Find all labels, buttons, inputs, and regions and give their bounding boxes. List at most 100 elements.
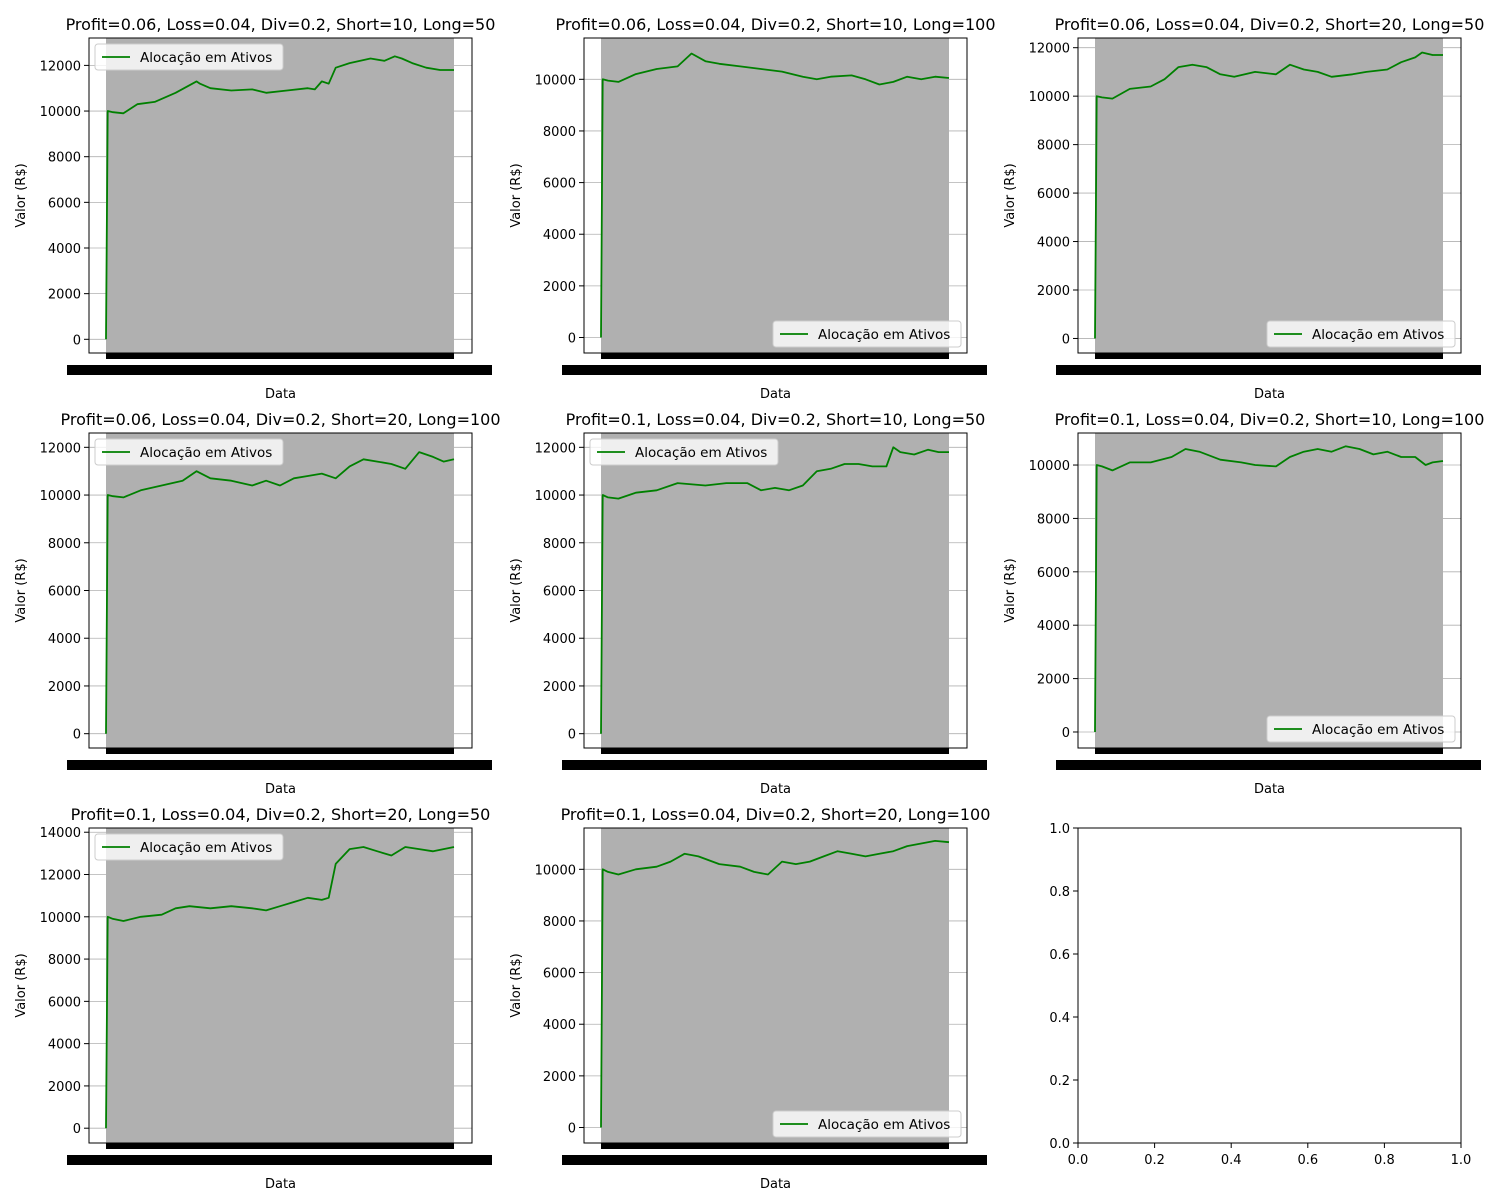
subplot-4: 0 2000 4000 6000 8000 10000 12000 Profit=0.06, … — [14, 410, 501, 797]
y-tick-label: 2000 — [543, 680, 576, 695]
x-tick-label: 0.4 — [1221, 1153, 1242, 1168]
y-tick-label: 12000 — [40, 869, 81, 884]
y-tick-label: 4000 — [48, 1038, 81, 1053]
y-tick-label: 10000 — [40, 105, 81, 120]
x-tick-label: 0.2 — [1144, 1153, 1165, 1168]
plot-background — [1095, 38, 1443, 353]
legend: Alocação em Ativos — [589, 438, 779, 466]
subplot-1: 0 2000 4000 6000 8000 10000 12000 Profit=0.06, … — [14, 15, 495, 402]
axes-frame — [583, 37, 968, 354]
legend: Alocação em Ativos — [772, 1110, 962, 1138]
y-tick-label: 0 — [73, 333, 81, 348]
y-tick-label: 2000 — [1037, 673, 1070, 688]
y-tick-label: 4000 — [543, 1018, 576, 1033]
x-tick-label: 0.0 — [1068, 1153, 1089, 1168]
axes-frame — [1077, 432, 1462, 749]
y-tick-label: 6000 — [1037, 566, 1070, 581]
legend-label: Alocação em Ativos — [818, 327, 950, 343]
x-tick-band — [1095, 748, 1443, 754]
legend: Alocação em Ativos — [94, 438, 284, 466]
y-tick-label: 6000 — [1037, 187, 1070, 202]
plot-background — [601, 828, 949, 1143]
legend-label: Alocação em Ativos — [1312, 722, 1444, 738]
plot-background — [106, 828, 454, 1143]
y-tick-label: 0 — [73, 728, 81, 743]
series-line-1 — [600, 446, 949, 734]
y-tick-label: 12000 — [535, 441, 576, 456]
y-tick-label: 0 — [568, 728, 576, 743]
legend-box — [1266, 715, 1456, 743]
y-tick-label: 0 — [1062, 726, 1070, 741]
subplot-8: 0 2000 4000 6000 8000 10000 Profit=0.1, Loss=0… — [509, 805, 990, 1192]
legend-label: Alocação em Ativos — [140, 840, 272, 856]
y-tick-label: 0 — [1062, 332, 1070, 347]
y-tick-label: 8000 — [1037, 512, 1070, 527]
x-tick-band — [1095, 353, 1443, 359]
y-tick-label: 0.8 — [1049, 885, 1070, 900]
y-axis-label: Valor (R$) — [14, 953, 29, 1017]
y-tick-label: 4000 — [543, 632, 576, 647]
y-axis-label: Valor (R$) — [509, 163, 524, 227]
legend-box — [94, 833, 284, 861]
series-line-1 — [1094, 51, 1443, 339]
series-line-1 — [1094, 445, 1444, 733]
chart-title: Profit=0.1, Loss=0.04, Div=0.2, Short=20… — [71, 805, 491, 824]
x-axis-label: Data — [760, 387, 791, 402]
y-tick-label: 12000 — [40, 441, 81, 456]
series-line-1 — [105, 451, 455, 734]
series-line-1 — [600, 52, 950, 338]
x-tick-labels-band — [67, 760, 492, 770]
x-tick-band — [106, 1143, 454, 1149]
legend: Alocação em Ativos — [94, 833, 284, 861]
subplot-9: 0.0 0.2 0.4 0.6 0.8 1.0 0.0 0.2 0.4 0.6 0.8 1.0 — [1049, 822, 1471, 1168]
subplot-7: 0 2000 4000 6000 8000 10000 12000 14000 Profit=0… — [14, 805, 492, 1192]
axes-frame — [583, 432, 968, 749]
y-tick-label: 10000 — [1029, 90, 1070, 105]
chart-title: Profit=0.06, Loss=0.04, Div=0.2, Short=1… — [555, 15, 995, 34]
plot-background — [601, 38, 949, 353]
legend-box — [94, 43, 284, 71]
x-axis-label: Data — [1254, 387, 1285, 402]
y-tick-label: 8000 — [48, 537, 81, 552]
y-axis-label: Valor (R$) — [14, 163, 29, 227]
y-tick-label: 0 — [568, 1122, 576, 1137]
x-tick-labels-band — [562, 1155, 987, 1165]
y-tick-label: 0.0 — [1049, 1137, 1070, 1152]
legend-label: Alocação em Ativos — [635, 445, 767, 461]
legend-box — [94, 438, 284, 466]
y-axis-label: Valor (R$) — [1003, 558, 1018, 622]
legend: Alocação em Ativos — [772, 320, 962, 348]
chart-title: Profit=0.1, Loss=0.04, Div=0.2, Short=20… — [561, 805, 991, 824]
x-axis-label: Data — [760, 1177, 791, 1192]
y-tick-label: 4000 — [48, 242, 81, 257]
y-tick-label: 0 — [73, 1122, 81, 1137]
subplot-5: 0 2000 4000 6000 8000 10000 12000 Profit=0.1, L… — [509, 410, 987, 797]
y-tick-label: 8000 — [543, 125, 576, 140]
axes-frame — [1077, 37, 1462, 354]
y-tick-label: 2000 — [543, 280, 576, 295]
y-axis-label: Valor (R$) — [1003, 163, 1018, 227]
y-tick-label: 4000 — [1037, 236, 1070, 251]
y-tick-label: 4000 — [1037, 619, 1070, 634]
x-tick-band — [601, 748, 949, 754]
axes-frame — [88, 37, 473, 354]
y-axis-label: Valor (R$) — [14, 558, 29, 622]
y-tick-label: 10000 — [535, 863, 576, 878]
legend-box — [772, 1110, 962, 1138]
legend: Alocação em Ativos — [1266, 715, 1456, 743]
plot-background — [1095, 433, 1443, 748]
chart-title: Profit=0.06, Loss=0.04, Div=0.2, Short=1… — [66, 15, 496, 34]
y-tick-label: 2000 — [48, 288, 81, 303]
x-axis-label: Data — [760, 782, 791, 797]
axes-frame — [583, 827, 968, 1144]
y-axis-label: Valor (R$) — [509, 558, 524, 622]
x-tick-band — [106, 748, 454, 754]
axes-frame — [88, 432, 473, 749]
x-axis-label: Data — [1254, 782, 1285, 797]
y-tick-label: 0.2 — [1049, 1074, 1070, 1089]
legend-label: Alocação em Ativos — [140, 50, 272, 66]
y-tick-label: 8000 — [543, 915, 576, 930]
y-tick-label: 2000 — [1037, 284, 1070, 299]
legend: Alocação em Ativos — [1266, 320, 1456, 348]
y-tick-label: 10000 — [535, 489, 576, 504]
